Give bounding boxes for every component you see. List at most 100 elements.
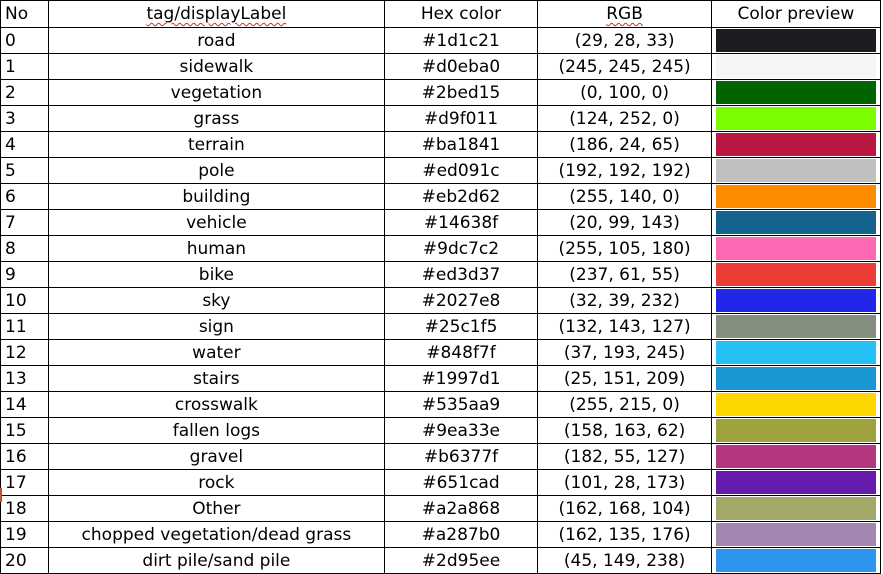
cell-rgb: (158, 163, 62) xyxy=(537,417,712,444)
cell-rgb: (162, 135, 176) xyxy=(537,521,712,548)
cell-rgb: (162, 168, 104) xyxy=(537,495,712,522)
table-row: 0 road #1d1c21 (29, 28, 33) xyxy=(0,27,882,54)
table-row: 1 sidewalk #d0eba0 (245, 245, 245) xyxy=(0,53,882,80)
cell-label: water xyxy=(48,339,385,366)
cell-no: 20 xyxy=(0,547,50,574)
table-row: 6 building #eb2d62 (255, 140, 0) xyxy=(0,183,882,210)
cell-hex: #d9f011 xyxy=(383,105,539,132)
header-hex: Hex color xyxy=(383,0,539,28)
cell-no: 3 xyxy=(0,105,50,132)
color-swatch xyxy=(715,523,876,546)
color-swatch xyxy=(715,419,876,442)
cell-no: 15 xyxy=(0,417,50,444)
table-row: 11 sign #25c1f5 (132, 143, 127) xyxy=(0,313,882,340)
cell-label: pole xyxy=(48,157,385,184)
color-swatch xyxy=(715,29,876,52)
cell-hex: #9dc7c2 xyxy=(383,235,539,262)
cell-label: sidewalk xyxy=(48,53,385,80)
table-row: 13 stairs #1997d1 (25, 151, 209) xyxy=(0,365,882,392)
cell-label: bike xyxy=(48,261,385,288)
table-row: 16 gravel #b6377f (182, 55, 127) xyxy=(0,443,882,470)
cell-rgb: (245, 245, 245) xyxy=(537,53,712,80)
table-row: 7 vehicle #14638f (20, 99, 143) xyxy=(0,209,882,236)
table-row: 20 dirt pile/sand pile #2d95ee (45, 149, 23… xyxy=(0,547,882,574)
table-row: 15 fallen logs #9ea33e (158, 163, 62) xyxy=(0,417,882,444)
cell-rgb: (101, 28, 173) xyxy=(537,469,712,496)
cell-label: sky xyxy=(48,287,385,314)
cell-label: human xyxy=(48,235,385,262)
color-swatch xyxy=(715,55,876,78)
cell-no: 1 xyxy=(0,53,50,80)
table-row: 3 grass #d9f011 (124, 252, 0) xyxy=(0,105,882,132)
cell-hex: #a2a868 xyxy=(383,495,539,522)
cell-rgb: (255, 105, 180) xyxy=(537,235,712,262)
cell-preview xyxy=(710,391,882,418)
cell-hex: #eb2d62 xyxy=(383,183,539,210)
cell-preview xyxy=(710,105,882,132)
cell-rgb: (255, 215, 0) xyxy=(537,391,712,418)
color-swatch xyxy=(715,367,876,390)
cell-no: 10 xyxy=(0,287,50,314)
cell-label: terrain xyxy=(48,131,385,158)
cell-preview xyxy=(710,287,882,314)
cell-rgb: (37, 193, 245) xyxy=(537,339,712,366)
cell-label: Other xyxy=(48,495,385,522)
cell-label: sign xyxy=(48,313,385,340)
cell-rgb: (20, 99, 143) xyxy=(537,209,712,236)
table-row: 5 pole #ed091c (192, 192, 192) xyxy=(0,157,882,184)
cell-no: 8 xyxy=(0,235,50,262)
cell-label: stairs xyxy=(48,365,385,392)
cell-preview xyxy=(710,183,882,210)
color-swatch xyxy=(715,81,876,104)
color-swatch xyxy=(715,497,876,520)
cell-no: 2 xyxy=(0,79,50,106)
table-row: 17 rock #651cad (101, 28, 173) xyxy=(0,469,882,496)
cell-label: fallen logs xyxy=(48,417,385,444)
color-swatch xyxy=(715,393,876,416)
cell-hex: #1997d1 xyxy=(383,365,539,392)
header-rgb-text: RGB xyxy=(606,4,643,24)
table-row: 14 crosswalk #535aa9 (255, 215, 0) xyxy=(0,391,882,418)
cell-hex: #2027e8 xyxy=(383,287,539,314)
cell-hex: #ed091c xyxy=(383,157,539,184)
cell-rgb: (32, 39, 232) xyxy=(537,287,712,314)
cell-hex: #a287b0 xyxy=(383,521,539,548)
cell-rgb: (182, 55, 127) xyxy=(537,443,712,470)
cell-preview xyxy=(710,131,882,158)
cell-hex: #2d95ee xyxy=(383,547,539,574)
cell-label: dirt pile/sand pile xyxy=(48,547,385,574)
cell-preview xyxy=(710,339,882,366)
cell-preview xyxy=(710,443,882,470)
cell-no: 18 xyxy=(0,495,50,522)
cell-no: 17 xyxy=(0,469,50,496)
cell-hex: #535aa9 xyxy=(383,391,539,418)
cell-no: 5 xyxy=(0,157,50,184)
cell-hex: #25c1f5 xyxy=(383,313,539,340)
color-swatch xyxy=(715,471,876,494)
color-swatch xyxy=(715,211,876,234)
margin-mark xyxy=(0,488,2,502)
cell-no: 4 xyxy=(0,131,50,158)
cell-preview xyxy=(710,547,882,574)
cell-hex: #9ea33e xyxy=(383,417,539,444)
color-swatch xyxy=(715,289,876,312)
table-row: 9 bike #ed3d37 (237, 61, 55) xyxy=(0,261,882,288)
cell-hex: #2bed15 xyxy=(383,79,539,106)
cell-label: grass xyxy=(48,105,385,132)
table-row: 19 chopped vegetation/dead grass #a287b0 (1… xyxy=(0,521,882,548)
cell-rgb: (45, 149, 238) xyxy=(537,547,712,574)
cell-rgb: (29, 28, 33) xyxy=(537,27,712,54)
table-row: 12 water #848f7f (37, 193, 245) xyxy=(0,339,882,366)
color-swatch xyxy=(715,185,876,208)
cell-rgb: (25, 151, 209) xyxy=(537,365,712,392)
cell-preview xyxy=(710,365,882,392)
color-swatch xyxy=(715,263,876,286)
cell-preview xyxy=(710,261,882,288)
cell-no: 14 xyxy=(0,391,50,418)
color-swatch xyxy=(715,341,876,364)
cell-rgb: (124, 252, 0) xyxy=(537,105,712,132)
cell-rgb: (0, 100, 0) xyxy=(537,79,712,106)
cell-no: 13 xyxy=(0,365,50,392)
table-row: 2 vegetation #2bed15 (0, 100, 0) xyxy=(0,79,882,106)
cell-no: 0 xyxy=(0,27,50,54)
